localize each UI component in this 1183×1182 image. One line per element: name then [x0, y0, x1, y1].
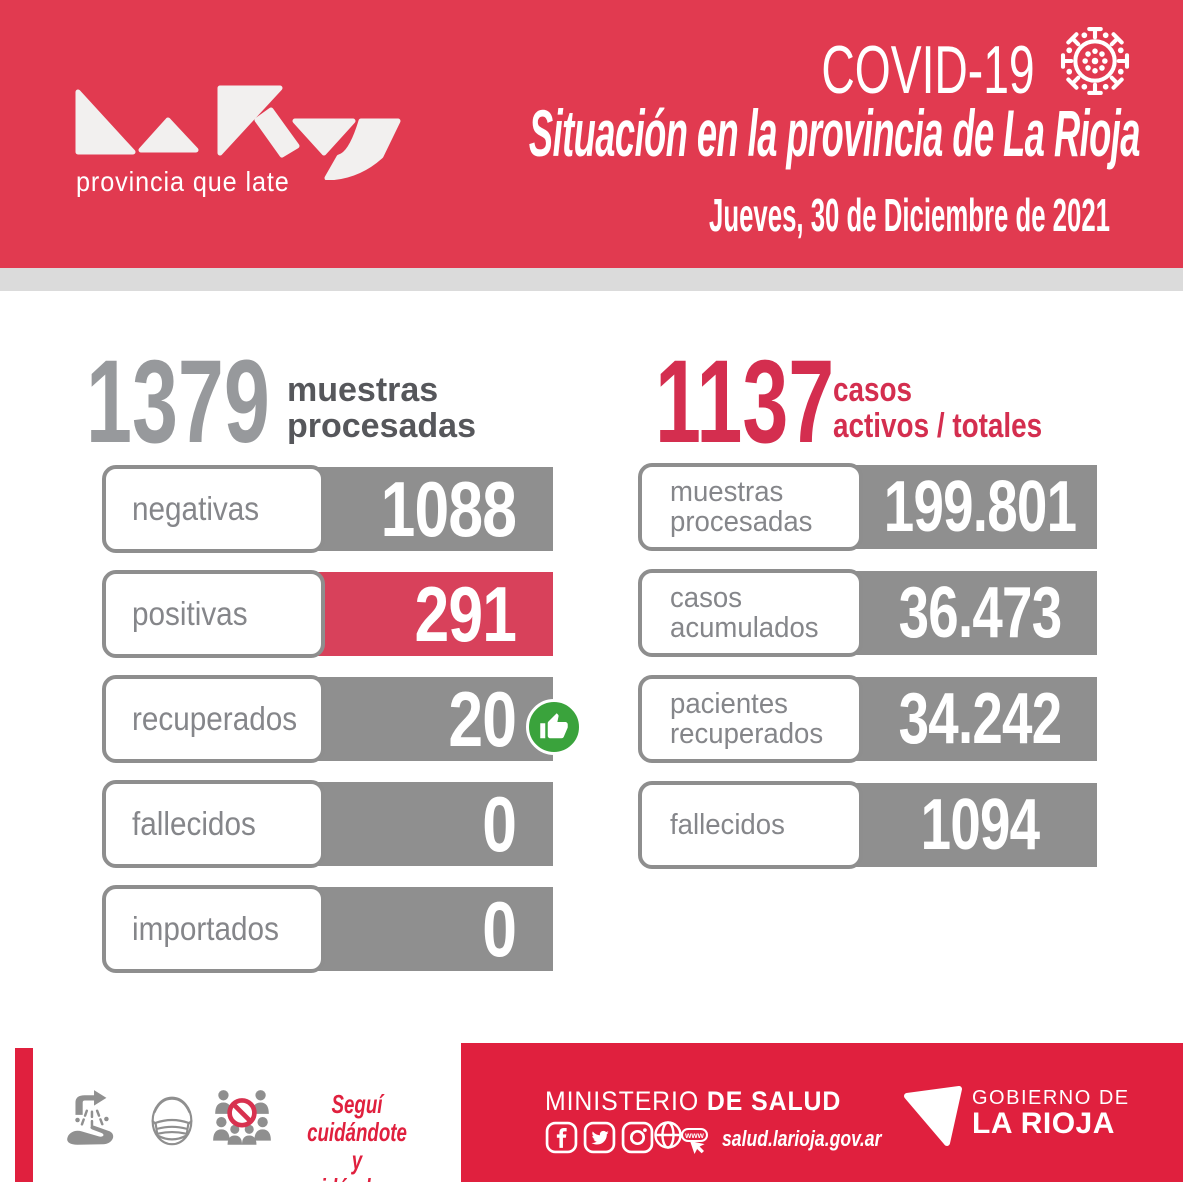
gobierno-line2: LA RIOJA [972, 1107, 1115, 1140]
thumbs-up-icon [526, 699, 582, 755]
gobierno-la-rioja-logo [904, 1086, 962, 1146]
active-cases-label-line2: activos / totales [833, 407, 1043, 445]
stat-row-pacientes-recuperados: 34.242 pacientes recuperados [638, 675, 1097, 763]
virus-icon [1060, 26, 1130, 96]
stat-label-line1: muestras [670, 476, 784, 508]
stat-value: 36.473 [898, 573, 1063, 653]
daily-total-number: 1379 [86, 336, 270, 468]
active-cases-label-line1: casos [833, 371, 913, 409]
stat-label-line2: procesadas [670, 506, 813, 538]
globe-www-icon: www [654, 1121, 708, 1154]
stat-value: 199.801 [883, 467, 1077, 547]
stat-row-negativas: 1088 negativas [102, 465, 553, 553]
instagram-icon [621, 1121, 654, 1154]
stat-row-fallecidos-dia: 0 fallecidos [102, 780, 553, 868]
daily-total-label-line2: procesadas [287, 407, 476, 445]
stat-value: 34.242 [898, 679, 1063, 759]
handwash-icon [67, 1090, 114, 1145]
stat-label: recuperados [132, 700, 298, 737]
svg-text:www: www [684, 1131, 704, 1140]
stat-label-box: negativas [102, 465, 325, 553]
cumulative-stats-list: 199.801 muestras procesadas 36.473 casos… [638, 463, 1097, 887]
stat-value: 291 [414, 569, 517, 658]
stat-label-line1: pacientes [670, 688, 788, 720]
covid-19-label: COVID-19 [821, 32, 1035, 108]
footer-left-accent-bar [15, 1048, 33, 1182]
stat-value: 0 [482, 779, 517, 868]
active-cases-label: casos activos / totales [833, 372, 1042, 444]
active-cases-number: 1137 [655, 336, 835, 468]
stat-value: 1094 [920, 785, 1040, 865]
stat-value: 1088 [380, 464, 517, 553]
stat-label-box: fallecidos [638, 781, 863, 869]
care-message: Seguí cuidándote y cuidándonos [296, 1090, 418, 1182]
daily-total-label-line1: muestras [287, 371, 439, 409]
stat-label-line1: casos [670, 582, 742, 614]
gobierno-line1: GOBIERNO DE [972, 1087, 1130, 1109]
ministry-bold: DE SALUD [706, 1086, 842, 1116]
care-message-line1: Seguí cuidándote [307, 1089, 407, 1147]
stat-label: positivas [132, 595, 248, 632]
stat-row-recuperados: 20 recuperados [102, 674, 582, 763]
stat-row-importados: 0 importados [102, 885, 553, 973]
stat-label-box: positivas [102, 570, 325, 658]
stat-label-line2: recuperados [670, 718, 824, 750]
footer-red-panel [461, 1043, 1183, 1182]
distancing-icon [213, 1090, 271, 1145]
stat-label-box: recuperados [102, 675, 325, 763]
divider-strip [0, 268, 1183, 291]
care-message-line2: y cuidándonos [299, 1145, 415, 1182]
gobierno-text: GOBIERNO DE LA RIOJA [972, 1088, 1130, 1140]
stat-label: negativas [132, 490, 260, 527]
ministry-prefix: MINISTERIO [545, 1086, 707, 1116]
stat-row-fallecidos-total: 1094 fallecidos [638, 781, 1097, 869]
stat-label: fallecidos [132, 805, 256, 842]
ministry-title: MINISTERIO DE SALUD [545, 1086, 841, 1117]
stat-label-box: pacientes recuperados [638, 675, 863, 763]
stat-row-casos-acumulados: 36.473 casos acumulados [638, 569, 1097, 657]
banner-title: Situación en la provincia de La Rioja [528, 96, 1141, 170]
stat-label: importados [132, 910, 279, 947]
website-url: salud.larioja.gov.ar [722, 1126, 882, 1151]
stat-row-positivas: 291 positivas [102, 570, 553, 658]
stat-value: 20 [448, 674, 517, 763]
facebook-icon [545, 1121, 578, 1154]
stat-label-box: importados [102, 885, 325, 973]
daily-stats-list: 1088 negativas 291 positivas 20 recupera… [102, 465, 582, 990]
stat-label-box: muestras procesadas [638, 463, 863, 551]
logo-tagline: provincia que late [76, 166, 290, 197]
banner-date: Jueves, 30 de Diciembre de 2021 [709, 189, 1110, 241]
daily-total-label: muestras procesadas [287, 372, 476, 444]
la-rioja-logo [75, 85, 401, 180]
stat-row-muestras-totales: 199.801 muestras procesadas [638, 463, 1097, 551]
stat-label-box: fallecidos [102, 780, 325, 868]
stat-label-line2: acumulados [670, 612, 819, 644]
stat-label-line1: fallecidos [670, 809, 785, 841]
stat-label-box: casos acumulados [638, 569, 863, 657]
stat-value: 0 [482, 884, 517, 973]
mask-icon [151, 1096, 193, 1146]
twitter-icon [583, 1121, 616, 1154]
header-banner: provincia que late COVID-19 [0, 0, 1183, 268]
